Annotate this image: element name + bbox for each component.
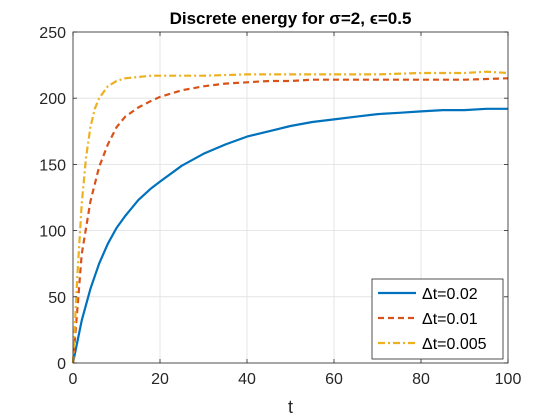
y-tick-label: 100 [39,224,66,241]
x-tick-label: 0 [69,371,78,388]
series-line-2 [71,70,509,364]
chart-title: Discrete energy for σ=2, ϵ=0.5 [170,9,412,28]
y-tick-label: 0 [57,356,66,373]
y-tick-label: 150 [39,157,66,174]
legend-label-1: Δt=0.01 [422,311,478,328]
axes-box [72,31,509,364]
y-tick-label: 50 [48,290,66,307]
x-tick-label: 80 [412,371,430,388]
series-lines [71,70,509,364]
x-tick-label: 60 [325,371,343,388]
x-axis-label: t [288,397,293,417]
legend-label-0: Δt=0.02 [422,286,478,303]
x-tick-label: 100 [495,371,522,388]
series-line-0 [71,107,508,364]
legend-label-2: Δt=0.005 [422,336,487,353]
series-line-1 [71,77,509,364]
axis-ticks: 0 20 40 60 80 100 0 50 100 150 200 250 [39,25,521,388]
x-tick-label: 20 [151,371,169,388]
legend: Δt=0.02 Δt=0.01 Δt=0.005 [371,278,504,360]
x-tick-label: 40 [238,371,256,388]
y-tick-label: 250 [39,25,66,42]
y-tick-label: 200 [39,91,66,108]
